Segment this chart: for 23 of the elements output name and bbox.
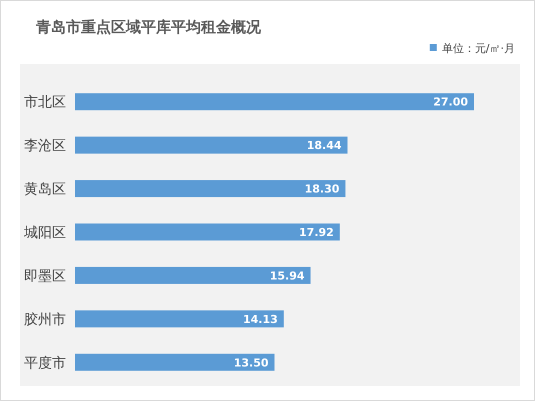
- bar: [75, 180, 346, 198]
- data-label: 15.94: [270, 269, 305, 282]
- data-label: 17.92: [299, 226, 334, 239]
- y-tick-label: 即墨区: [24, 268, 66, 284]
- y-tick-label: 市北区: [24, 94, 66, 111]
- data-label: 27.00: [433, 96, 468, 109]
- y-tick-label: 胶州市: [24, 312, 66, 328]
- bar: [75, 136, 348, 154]
- y-tick-label: 李沧区: [24, 138, 66, 154]
- data-label: 18.44: [306, 139, 342, 152]
- bar: [75, 354, 274, 371]
- data-label: 18.30: [304, 182, 340, 196]
- bar: [75, 266, 311, 284]
- y-tick-label: 黄岛区: [24, 182, 66, 198]
- bar: [75, 224, 340, 240]
- bar: [75, 310, 284, 328]
- data-label: 13.50: [234, 356, 269, 370]
- y-tick-label: 平度市: [24, 355, 66, 372]
- chart-title: 青岛市重点区域平库平均租金概况: [35, 18, 262, 36]
- data-label: 14.13: [243, 312, 278, 326]
- bar: [75, 93, 474, 110]
- y-tick-label: 城阳区: [23, 225, 66, 241]
- legend-label: 单位：元/㎡·月: [442, 42, 515, 55]
